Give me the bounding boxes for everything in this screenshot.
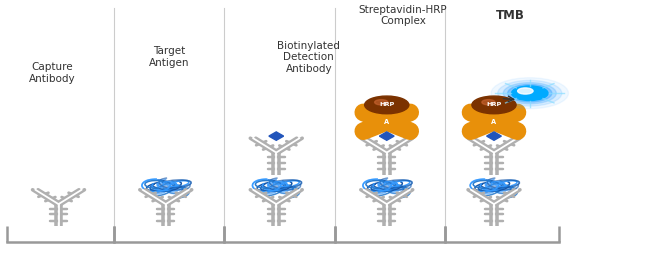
Ellipse shape — [151, 189, 160, 193]
Polygon shape — [269, 132, 283, 140]
Circle shape — [472, 96, 516, 114]
Ellipse shape — [497, 190, 506, 194]
Text: HRP: HRP — [379, 102, 395, 107]
Text: Biotinylated
Detection
Antibody: Biotinylated Detection Antibody — [278, 41, 340, 74]
Ellipse shape — [486, 184, 506, 187]
Ellipse shape — [261, 189, 270, 193]
Text: Capture
Antibody: Capture Antibody — [29, 62, 75, 84]
Ellipse shape — [386, 187, 396, 191]
Text: Streptavidin-HRP
Complex: Streptavidin-HRP Complex — [359, 5, 447, 27]
Text: HRP: HRP — [486, 102, 502, 107]
Text: Target
Antigen: Target Antigen — [149, 46, 189, 68]
Ellipse shape — [372, 189, 381, 193]
Ellipse shape — [279, 190, 288, 194]
Ellipse shape — [389, 190, 398, 194]
Ellipse shape — [493, 187, 504, 191]
Circle shape — [482, 100, 495, 105]
Circle shape — [512, 86, 548, 101]
Ellipse shape — [379, 184, 399, 187]
Ellipse shape — [479, 189, 488, 193]
Circle shape — [365, 96, 409, 114]
Ellipse shape — [268, 184, 289, 187]
Circle shape — [491, 78, 568, 109]
Ellipse shape — [165, 187, 176, 191]
Ellipse shape — [158, 184, 178, 187]
Polygon shape — [380, 132, 394, 140]
Text: TMB: TMB — [496, 9, 525, 22]
Text: A: A — [384, 119, 389, 125]
Circle shape — [503, 83, 556, 104]
Text: A: A — [491, 119, 497, 125]
Ellipse shape — [276, 187, 286, 191]
Ellipse shape — [168, 190, 177, 194]
Circle shape — [508, 84, 552, 102]
Polygon shape — [487, 132, 501, 140]
Circle shape — [498, 80, 562, 106]
Circle shape — [517, 88, 533, 94]
Circle shape — [374, 100, 388, 105]
